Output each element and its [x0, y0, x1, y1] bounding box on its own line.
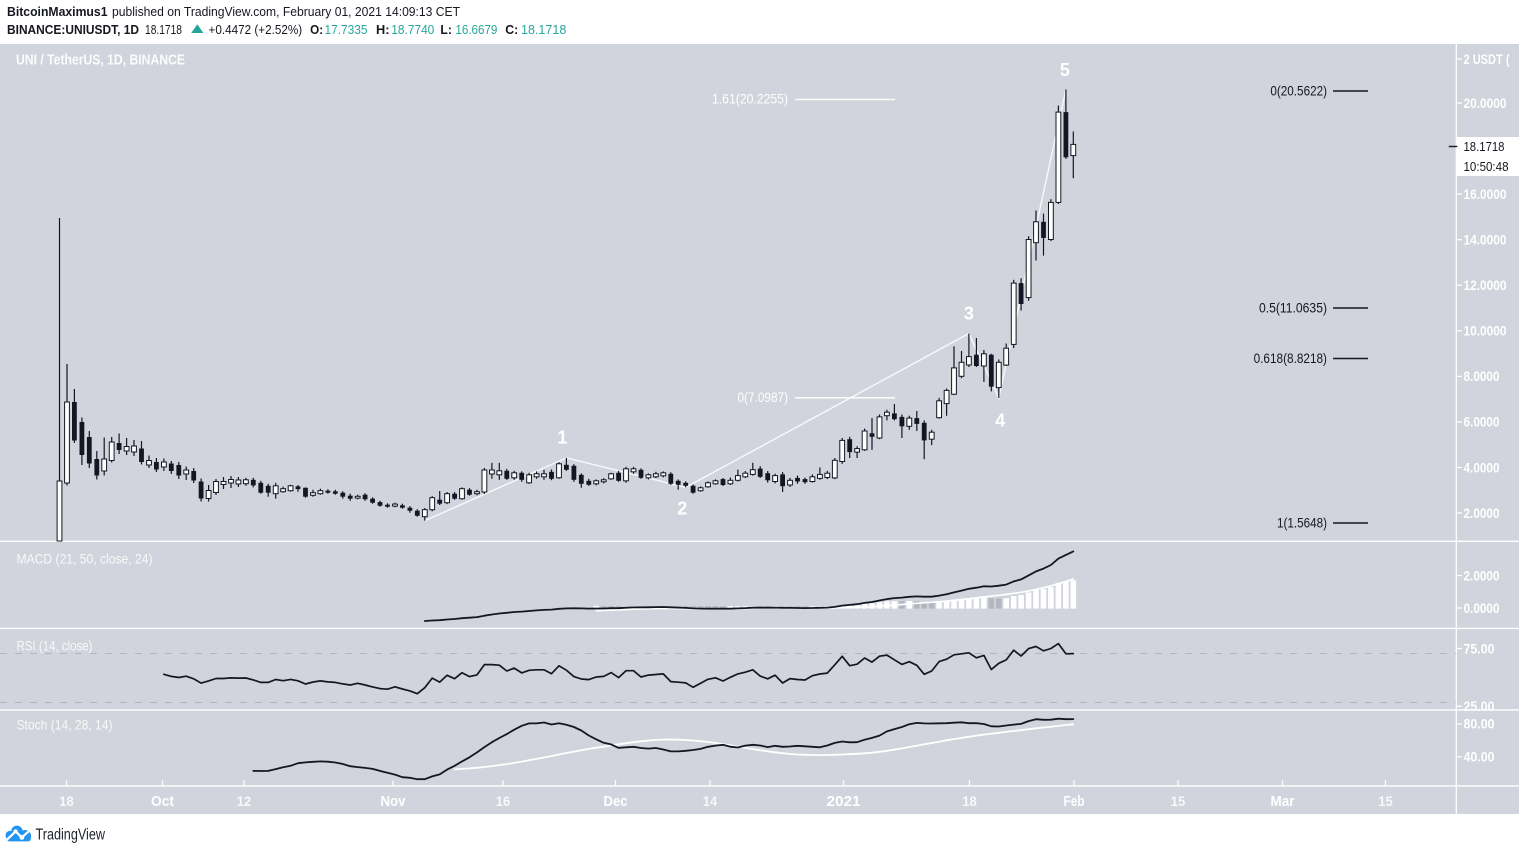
- svg-text:+0.4472 (+2.52%): +0.4472 (+2.52%): [209, 23, 303, 37]
- svg-text:Feb: Feb: [1064, 794, 1085, 810]
- svg-text:12: 12: [237, 793, 252, 809]
- svg-text:UNI / TetherUS, 1D, BINANCE: UNI / TetherUS, 1D, BINANCE: [16, 52, 185, 69]
- svg-text:1.61(20.2255): 1.61(20.2255): [712, 92, 788, 107]
- svg-text:16: 16: [496, 793, 511, 809]
- svg-text:16.6679: 16.6679: [455, 23, 497, 37]
- svg-text:80.00: 80.00: [1464, 716, 1495, 732]
- svg-text:20.0000: 20.0000: [1464, 95, 1507, 111]
- svg-text:O:: O:: [310, 23, 323, 37]
- svg-text:18.7740: 18.7740: [391, 23, 434, 37]
- svg-text:TradingView: TradingView: [36, 826, 106, 843]
- svg-text:4: 4: [995, 410, 1005, 430]
- svg-text:18.1718: 18.1718: [1464, 139, 1505, 154]
- svg-text:8.0000: 8.0000: [1464, 368, 1500, 384]
- svg-text:18: 18: [962, 793, 977, 809]
- svg-text:6.0000: 6.0000: [1464, 414, 1500, 430]
- svg-text:0.0000: 0.0000: [1464, 600, 1500, 616]
- svg-text:10.0000: 10.0000: [1464, 323, 1507, 339]
- svg-text:4.0000: 4.0000: [1464, 459, 1500, 475]
- svg-text:10:50:48: 10:50:48: [1464, 159, 1509, 174]
- svg-text:C:: C:: [505, 23, 518, 37]
- svg-text:16.0000: 16.0000: [1464, 186, 1507, 202]
- svg-text:MACD (21, 50, close, 24): MACD (21, 50, close, 24): [17, 551, 153, 567]
- svg-text:Nov: Nov: [381, 794, 406, 810]
- svg-text:18.1718: 18.1718: [145, 23, 182, 37]
- svg-text:H:: H:: [376, 23, 390, 37]
- svg-text:2021: 2021: [827, 794, 861, 810]
- svg-text:2 USDT (: 2 USDT (: [1464, 51, 1510, 67]
- svg-text:3: 3: [964, 304, 974, 324]
- svg-text:published on TradingView.com,: published on TradingView.com, February 0…: [112, 5, 460, 19]
- svg-text:25.00: 25.00: [1464, 698, 1495, 714]
- svg-text:2: 2: [677, 498, 687, 518]
- svg-text:14: 14: [703, 793, 718, 809]
- svg-text:5: 5: [1060, 60, 1070, 80]
- svg-text:2.0000: 2.0000: [1464, 567, 1500, 583]
- svg-text:15: 15: [1378, 793, 1393, 809]
- svg-text:0(7.0987): 0(7.0987): [738, 390, 789, 405]
- svg-text:1: 1: [557, 427, 567, 447]
- svg-text:0(20.5622): 0(20.5622): [1270, 84, 1327, 99]
- svg-text:15: 15: [1171, 793, 1186, 809]
- svg-text:0.618(8.8218): 0.618(8.8218): [1254, 351, 1327, 366]
- svg-text:Dec: Dec: [604, 794, 628, 810]
- svg-text:RSI (14, close): RSI (14, close): [17, 638, 93, 654]
- svg-text:18: 18: [59, 793, 74, 809]
- svg-text:17.7335: 17.7335: [325, 23, 368, 37]
- svg-text:0.5(11.0635): 0.5(11.0635): [1259, 301, 1327, 316]
- svg-text:75.00: 75.00: [1464, 640, 1495, 656]
- svg-text:18.1718: 18.1718: [521, 23, 566, 37]
- svg-text:2.0000: 2.0000: [1464, 505, 1500, 521]
- svg-text:L:: L:: [440, 23, 452, 37]
- svg-text:Mar: Mar: [1271, 794, 1295, 810]
- svg-text:Oct: Oct: [151, 794, 174, 810]
- svg-text:Stoch (14, 28, 14): Stoch (14, 28, 14): [17, 717, 113, 733]
- svg-text:BitcoinMaximus1: BitcoinMaximus1: [7, 5, 108, 19]
- svg-text:1(1.5648): 1(1.5648): [1277, 516, 1327, 531]
- svg-text:14.0000: 14.0000: [1464, 232, 1507, 248]
- svg-text:BINANCE:UNIUSDT, 1D: BINANCE:UNIUSDT, 1D: [7, 23, 139, 37]
- svg-text:40.00: 40.00: [1464, 749, 1495, 765]
- svg-text:12.0000: 12.0000: [1464, 277, 1507, 293]
